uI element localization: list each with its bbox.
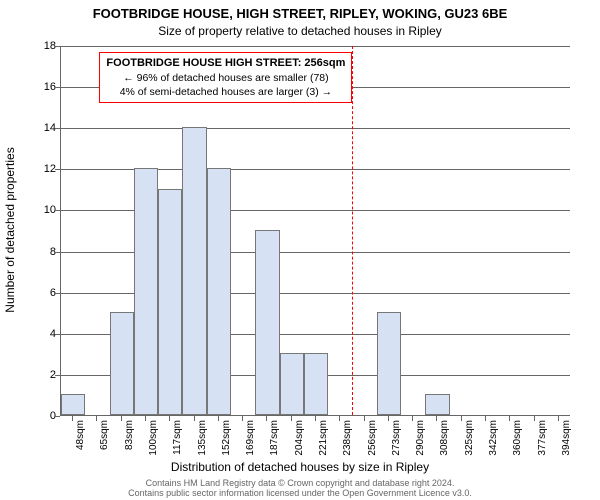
plot-area: FOOTBRIDGE HOUSE HIGH STREET: 256sqm ← 96… [60, 46, 570, 416]
histogram-bar [207, 168, 231, 415]
x-axis-label: Distribution of detached houses by size … [0, 460, 600, 474]
histogram-bar [377, 312, 401, 415]
x-tick-label: 256sqm [367, 420, 378, 456]
x-tick-label: 290sqm [415, 420, 426, 456]
x-tick-label: 135sqm [197, 420, 208, 456]
x-tick-mark [315, 416, 316, 421]
gridline-h [61, 128, 570, 129]
title-main: FOOTBRIDGE HOUSE, HIGH STREET, RIPLEY, W… [0, 6, 600, 21]
x-tick-label: 221sqm [318, 420, 329, 456]
footer-line1: Contains HM Land Registry data © Crown c… [146, 478, 455, 488]
title-sub: Size of property relative to detached ho… [0, 24, 600, 38]
footer-attribution: Contains HM Land Registry data © Crown c… [0, 478, 600, 499]
x-tick-mark [339, 416, 340, 421]
histogram-bar [304, 353, 328, 415]
y-tick-label: 8 [26, 246, 56, 258]
y-tick-mark [55, 169, 60, 170]
x-tick-mark [461, 416, 462, 421]
x-tick-label: 117sqm [172, 420, 183, 455]
annotation-line1: FOOTBRIDGE HOUSE HIGH STREET: 256sqm [106, 57, 345, 69]
x-tick-mark [558, 416, 559, 421]
y-tick-mark [55, 252, 60, 253]
x-tick-mark [242, 416, 243, 421]
x-tick-label: 100sqm [148, 420, 159, 456]
x-tick-label: 325sqm [464, 420, 475, 456]
x-tick-mark [291, 416, 292, 421]
y-tick-mark [55, 416, 60, 417]
x-tick-mark [509, 416, 510, 421]
x-tick-label: 342sqm [488, 420, 499, 456]
y-tick-label: 12 [26, 163, 56, 175]
y-tick-label: 14 [26, 122, 56, 134]
x-tick-label: 394sqm [561, 420, 572, 456]
y-tick-mark [55, 128, 60, 129]
x-tick-mark [364, 416, 365, 421]
histogram-bar [158, 189, 182, 415]
histogram-bar [182, 127, 206, 415]
annotation-line3: 4% of semi-detached houses are larger (3… [120, 86, 332, 98]
x-tick-label: 152sqm [221, 420, 232, 456]
x-tick-mark [145, 416, 146, 421]
x-tick-label: 360sqm [512, 420, 523, 456]
x-tick-mark [412, 416, 413, 421]
y-tick-label: 10 [26, 204, 56, 216]
x-tick-label: 204sqm [294, 420, 305, 456]
y-tick-label: 0 [26, 410, 56, 422]
x-tick-label: 83sqm [124, 420, 135, 450]
y-tick-mark [55, 375, 60, 376]
y-tick-mark [55, 293, 60, 294]
histogram-bar [280, 353, 304, 415]
reference-line [352, 46, 353, 415]
y-tick-label: 18 [26, 40, 56, 52]
y-tick-label: 2 [26, 369, 56, 381]
histogram-bar [134, 168, 158, 415]
y-tick-label: 16 [26, 81, 56, 93]
x-tick-mark [72, 416, 73, 421]
histogram-bar [425, 394, 449, 415]
x-tick-label: 187sqm [269, 420, 280, 456]
histogram-bar [110, 312, 134, 415]
x-tick-label: 65sqm [99, 420, 110, 450]
x-tick-mark [169, 416, 170, 421]
chart-container: FOOTBRIDGE HOUSE, HIGH STREET, RIPLEY, W… [0, 0, 600, 500]
histogram-bar [255, 230, 279, 415]
x-tick-mark [266, 416, 267, 421]
x-tick-label: 238sqm [342, 420, 353, 456]
x-tick-label: 48sqm [75, 420, 86, 450]
x-tick-label: 273sqm [391, 420, 402, 456]
x-tick-mark [436, 416, 437, 421]
y-tick-mark [55, 87, 60, 88]
x-tick-label: 169sqm [245, 420, 256, 456]
x-tick-mark [96, 416, 97, 421]
x-tick-label: 377sqm [537, 420, 548, 456]
y-tick-mark [55, 210, 60, 211]
y-tick-mark [55, 46, 60, 47]
x-tick-mark [218, 416, 219, 421]
y-tick-mark [55, 334, 60, 335]
annotation-line2: ← 96% of detached houses are smaller (78… [123, 72, 328, 84]
y-tick-label: 6 [26, 287, 56, 299]
y-axis-label: Number of detached properties [3, 147, 17, 312]
annotation-box: FOOTBRIDGE HOUSE HIGH STREET: 256sqm ← 96… [99, 52, 352, 103]
x-tick-mark [121, 416, 122, 421]
x-tick-label: 308sqm [439, 420, 450, 456]
x-tick-mark [388, 416, 389, 421]
footer-line2: Contains public sector information licen… [128, 488, 472, 498]
x-tick-mark [485, 416, 486, 421]
gridline-h [61, 46, 570, 47]
x-tick-mark [194, 416, 195, 421]
y-tick-label: 4 [26, 328, 56, 340]
x-tick-mark [534, 416, 535, 421]
histogram-bar [61, 394, 85, 415]
